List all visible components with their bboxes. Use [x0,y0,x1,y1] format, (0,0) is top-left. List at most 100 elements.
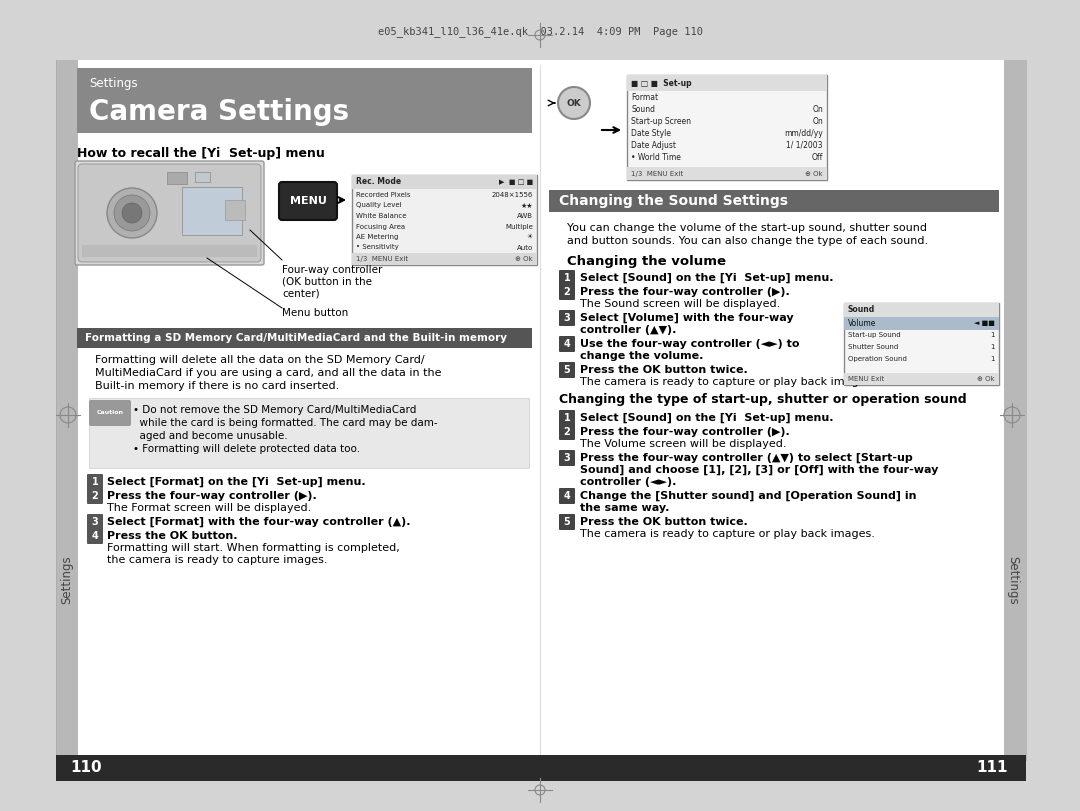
Bar [167,172,187,184]
Text: Camera Settings: Camera Settings [89,98,349,126]
FancyBboxPatch shape [559,284,575,300]
Text: 110: 110 [70,761,102,775]
Text: Shutter Sound: Shutter Sound [848,344,899,350]
Text: Operation Sound: Operation Sound [848,356,907,362]
Bar [843,303,999,317]
Text: 5: 5 [564,365,570,375]
Text: Press the four-way controller (▶).: Press the four-way controller (▶). [107,491,316,501]
Text: ◄ ■■: ◄ ■■ [974,320,995,326]
Text: How to recall the [Yi  Set-up] menu: How to recall the [Yi Set-up] menu [77,148,325,161]
Text: Select [Volume] with the four-way: Select [Volume] with the four-way [580,313,794,323]
Text: change the volume.: change the volume. [580,351,703,361]
Text: 3: 3 [564,453,570,463]
FancyBboxPatch shape [78,164,261,262]
Text: 2: 2 [564,427,570,437]
FancyBboxPatch shape [75,161,264,265]
Text: • World Time: • World Time [631,152,680,161]
Bar [352,175,537,265]
Bar [627,75,827,91]
Text: ▶  ■ □ ■: ▶ ■ □ ■ [499,179,534,185]
Text: Focusing Area: Focusing Area [356,224,405,230]
Text: 1: 1 [564,413,570,423]
Text: 1: 1 [92,477,98,487]
Text: Changing the Sound Settings: Changing the Sound Settings [559,194,788,208]
Text: 1: 1 [564,273,570,283]
Text: OK: OK [567,98,581,108]
Text: Four-way controller: Four-way controller [282,265,382,275]
Text: MENU: MENU [289,196,326,206]
Text: the camera is ready to capture images.: the camera is ready to capture images. [107,555,327,565]
Text: 2: 2 [92,491,98,501]
Bar [352,175,537,189]
Text: Settings: Settings [60,556,73,604]
Text: Select [Format] with the four-way controller (▲).: Select [Format] with the four-way contro… [107,517,410,527]
Text: Sound: Sound [848,306,875,315]
Text: 111: 111 [976,761,1008,775]
Text: 1/ 1/2003: 1/ 1/2003 [786,140,823,149]
Text: ■ □ ■  Set-up: ■ □ ■ Set-up [631,79,691,88]
FancyBboxPatch shape [89,400,131,426]
Bar [627,75,827,180]
Text: ★★: ★★ [521,203,534,208]
Bar [1004,60,1026,760]
Bar [843,317,999,330]
Text: Rec. Mode: Rec. Mode [356,178,401,187]
Text: 2: 2 [564,287,570,297]
Text: ⊕ Ok: ⊕ Ok [977,376,995,382]
Text: 3: 3 [564,313,570,323]
Text: Auto: Auto [516,244,534,251]
Text: 4: 4 [92,531,98,541]
Text: Quality Level: Quality Level [356,203,402,208]
Bar [77,328,532,348]
FancyBboxPatch shape [559,410,575,426]
Text: • Sensitivity: • Sensitivity [356,244,399,251]
Text: Press the four-way controller (▲▼) to select [Start-up: Press the four-way controller (▲▼) to se… [580,453,913,463]
Text: 5: 5 [564,517,570,527]
FancyBboxPatch shape [559,450,575,466]
Bar [183,187,242,235]
FancyBboxPatch shape [87,528,103,544]
Text: ⊕ Ok: ⊕ Ok [515,256,534,262]
Text: Select [Format] on the [Yi  Set-up] menu.: Select [Format] on the [Yi Set-up] menu. [107,477,366,487]
Text: 1/3  MENU Exit: 1/3 MENU Exit [631,171,684,177]
Text: e05_kb341_l10_l36_41e.qk  03.2.14  4:09 PM  Page 110: e05_kb341_l10_l36_41e.qk 03.2.14 4:09 PM… [378,27,702,37]
Text: AWB: AWB [517,213,534,219]
Text: (OK button in the: (OK button in the [282,277,372,287]
Bar [843,373,999,385]
FancyBboxPatch shape [559,514,575,530]
FancyBboxPatch shape [559,310,575,326]
Text: MENU Exit: MENU Exit [848,376,885,382]
Text: 1: 1 [990,356,995,362]
Text: controller (▲▼).: controller (▲▼). [580,325,676,335]
Text: You can change the volume of the start-up sound, shutter sound: You can change the volume of the start-u… [567,223,927,233]
Text: MultiMediaCard if you are using a card, and all the data in the: MultiMediaCard if you are using a card, … [95,368,442,378]
Text: while the card is being formatted. The card may be dam-: while the card is being formatted. The c… [133,418,437,428]
FancyBboxPatch shape [279,182,337,220]
Text: 4: 4 [564,339,570,349]
Text: The Format screen will be displayed.: The Format screen will be displayed. [107,503,311,513]
Text: 1: 1 [990,332,995,338]
Text: Select [Sound] on the [Yi  Set-up] menu.: Select [Sound] on the [Yi Set-up] menu. [580,413,834,423]
Text: Settings: Settings [89,78,137,91]
FancyBboxPatch shape [87,514,103,530]
Text: ⊕ Ok: ⊕ Ok [806,171,823,177]
Text: the same way.: the same way. [580,503,670,513]
Text: 1/3  MENU Exit: 1/3 MENU Exit [356,256,408,262]
Bar [56,755,1026,781]
Circle shape [107,188,157,238]
Text: Press the OK button.: Press the OK button. [107,531,238,541]
Text: Press the OK button twice.: Press the OK button twice. [580,365,747,375]
FancyBboxPatch shape [559,488,575,504]
Text: AE Metering: AE Metering [356,234,399,240]
Text: Sound: Sound [631,105,654,114]
Text: Formatting will delete all the data on the SD Memory Card/: Formatting will delete all the data on t… [95,355,424,365]
Bar [195,172,210,182]
Bar [225,200,245,220]
Text: Date Adjust: Date Adjust [631,140,676,149]
Text: Formatting a SD Memory Card/MultiMediaCard and the Built-in memory: Formatting a SD Memory Card/MultiMediaCa… [85,333,507,343]
Text: Formatting will start. When formatting is completed,: Formatting will start. When formatting i… [107,543,400,553]
Text: Change the [Shutter sound] and [Operation Sound] in: Change the [Shutter sound] and [Operatio… [580,491,917,501]
Circle shape [122,203,141,223]
Bar [352,253,537,265]
FancyBboxPatch shape [559,424,575,440]
